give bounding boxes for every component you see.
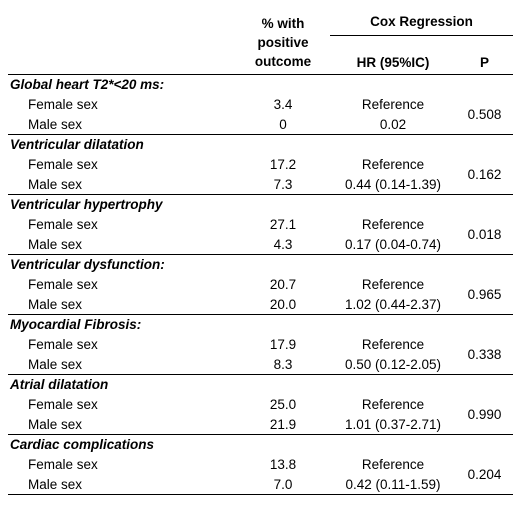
hr-value: Reference xyxy=(361,217,425,232)
row-label: Male sex xyxy=(28,356,83,372)
row-label: Female sex xyxy=(28,277,98,292)
section-row: Ventricular dysfunction: xyxy=(8,254,513,275)
p-value: 0.508 xyxy=(467,107,502,122)
table-row: Female sex 13.8 Reference 0.204 xyxy=(8,455,513,482)
cox-regression-header: Cox Regression xyxy=(370,14,473,29)
table-row: Male sex 0 0.02 xyxy=(8,115,513,135)
p-header: P xyxy=(479,55,489,70)
pct-value: 7.0 xyxy=(273,476,293,492)
table-row: Female sex 27.1 Reference 0.018 xyxy=(8,215,513,242)
table-row: Female sex 25.0 Reference 0.990 xyxy=(8,395,513,422)
hr-header: HR (95%IC) xyxy=(356,55,430,70)
section-title: Ventricular dilatation xyxy=(10,137,144,152)
pct-value: 17.2 xyxy=(269,157,297,172)
table-row: Male sex 4.3 0.17 (0.04-0.74) xyxy=(8,235,513,255)
pct-header-line-1: % with xyxy=(261,16,305,31)
hr-value: 0.42 (0.11-1.59) xyxy=(345,476,441,492)
pct-value: 3.4 xyxy=(273,97,293,112)
table-row: Female sex 17.9 Reference 0.338 xyxy=(8,335,513,362)
pct-header-line-3: outcome xyxy=(254,54,312,69)
hr-value: 1.02 (0.44-2.37) xyxy=(344,296,442,312)
results-table: % with positive outcome Cox Regression H… xyxy=(8,8,513,495)
p-value: 0.204 xyxy=(467,467,502,482)
section-title: Atrial dilatation xyxy=(10,377,109,392)
row-label: Female sex xyxy=(28,97,98,112)
row-label: Male sex xyxy=(28,116,83,132)
pct-value: 4.3 xyxy=(273,236,293,252)
section-row: Atrial dilatation xyxy=(8,374,513,395)
hr-value: 0.02 xyxy=(379,116,407,132)
pct-value: 7.3 xyxy=(273,176,293,192)
hr-value: 1.01 (0.37-2.71) xyxy=(344,416,442,432)
row-label: Male sex xyxy=(28,296,83,312)
row-label: Male sex xyxy=(28,236,83,252)
pct-positive-header: % with positive outcome xyxy=(238,14,328,71)
table-row: Male sex 8.3 0.50 (0.12-2.05) xyxy=(8,355,513,375)
section-title: Ventricular hypertrophy xyxy=(10,197,163,212)
section-row: Global heart T2*<20 ms: xyxy=(8,74,513,95)
section-row: Ventricular hypertrophy xyxy=(8,194,513,215)
pct-header-line-2: positive xyxy=(257,35,309,50)
pct-value: 27.1 xyxy=(269,217,297,232)
pct-value: 20.0 xyxy=(269,296,297,312)
row-label: Female sex xyxy=(28,157,98,172)
table-bottom-rule xyxy=(8,494,513,495)
hr-value: 0.50 (0.12-2.05) xyxy=(344,356,442,372)
p-value: 0.338 xyxy=(467,347,502,362)
hr-value: Reference xyxy=(361,337,425,352)
table-body: Global heart T2*<20 ms: Female sex 3.4 Refe… xyxy=(8,74,513,495)
pct-value: 21.9 xyxy=(269,416,297,432)
hr-value: 0.44 (0.14-1.39) xyxy=(344,176,442,192)
hr-value: Reference xyxy=(361,277,425,292)
row-label: Female sex xyxy=(28,337,98,352)
p-value: 0.018 xyxy=(467,227,502,242)
row-label: Male sex xyxy=(28,476,83,492)
section-row: Myocardial Fibrosis: xyxy=(8,314,513,335)
hr-value: Reference xyxy=(361,157,425,172)
pct-value: 25.0 xyxy=(269,397,297,412)
section-title: Global heart T2*<20 ms: xyxy=(10,77,165,92)
pct-value: 17.9 xyxy=(269,337,297,352)
table-row: Female sex 3.4 Reference 0.508 xyxy=(8,95,513,122)
section-row: Ventricular dilatation xyxy=(8,134,513,155)
hr-value: Reference xyxy=(361,397,425,412)
row-label: Female sex xyxy=(28,457,98,472)
row-label: Female sex xyxy=(28,217,98,232)
table-row: Male sex 7.0 0.42 (0.11-1.59) xyxy=(8,475,513,495)
section-title: Myocardial Fibrosis: xyxy=(10,317,142,332)
table-row: Male sex 21.9 1.01 (0.37-2.71) xyxy=(8,415,513,435)
table-row: Male sex 20.0 1.02 (0.44-2.37) xyxy=(8,295,513,315)
cox-header-underline xyxy=(330,35,513,36)
p-value: 0.990 xyxy=(467,407,502,422)
table-row: Female sex 17.2 Reference 0.162 xyxy=(8,155,513,182)
section-title: Ventricular dysfunction: xyxy=(10,257,165,272)
p-value: 0.162 xyxy=(467,167,502,182)
section-title: Cardiac complications xyxy=(10,437,155,452)
section-row: Cardiac complications xyxy=(8,434,513,455)
table-row: Female sex 20.7 Reference 0.965 xyxy=(8,275,513,302)
row-label: Female sex xyxy=(28,397,98,412)
hr-value: Reference xyxy=(361,457,425,472)
hr-value: Reference xyxy=(361,97,425,112)
p-value: 0.965 xyxy=(467,287,502,302)
table-row: Male sex 7.3 0.44 (0.14-1.39) xyxy=(8,175,513,195)
table-header: % with positive outcome Cox Regression H… xyxy=(8,8,513,74)
pct-value: 8.3 xyxy=(273,356,293,372)
pct-value: 0 xyxy=(279,116,287,132)
row-label: Male sex xyxy=(28,176,83,192)
hr-value: 0.17 (0.04-0.74) xyxy=(344,236,442,252)
pct-value: 20.7 xyxy=(269,277,297,292)
row-label: Male sex xyxy=(28,416,83,432)
pct-value: 13.8 xyxy=(269,457,297,472)
